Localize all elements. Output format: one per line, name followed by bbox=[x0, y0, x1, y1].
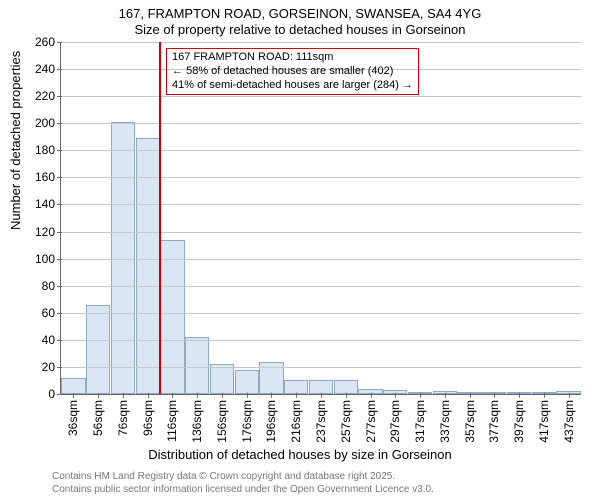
x-tick-label: 297sqm bbox=[388, 394, 402, 443]
y-tick-label: 60 bbox=[42, 306, 61, 320]
gridline bbox=[61, 204, 581, 205]
x-tick-label: 237sqm bbox=[314, 394, 328, 443]
gridline bbox=[61, 232, 581, 233]
histogram-bar bbox=[61, 378, 85, 394]
histogram-bar bbox=[210, 364, 234, 394]
histogram-bar bbox=[235, 370, 259, 394]
footer-line-1: Contains HM Land Registry data © Crown c… bbox=[52, 471, 395, 482]
chart-title-main: 167, FRAMPTON ROAD, GORSEINON, SWANSEA, … bbox=[0, 6, 600, 21]
x-tick-label: 176sqm bbox=[240, 394, 254, 443]
annotation-line: 41% of semi-detached houses are larger (… bbox=[172, 79, 413, 93]
annotation-box: 167 FRAMPTON ROAD: 111sqm← 58% of detach… bbox=[166, 48, 419, 95]
gridline bbox=[61, 286, 581, 287]
histogram-bar bbox=[284, 380, 308, 394]
y-tick-label: 80 bbox=[42, 279, 61, 293]
x-tick-label: 136sqm bbox=[190, 394, 204, 443]
x-tick-label: 417sqm bbox=[537, 394, 551, 443]
x-axis-label: Distribution of detached houses by size … bbox=[0, 447, 600, 462]
chart-title-sub: Size of property relative to detached ho… bbox=[0, 22, 600, 37]
y-tick-label: 260 bbox=[35, 35, 61, 49]
gridline bbox=[61, 177, 581, 178]
histogram-bar bbox=[334, 380, 358, 394]
gridline bbox=[61, 123, 581, 124]
gridline bbox=[61, 96, 581, 97]
x-tick-label: 277sqm bbox=[364, 394, 378, 443]
y-tick-label: 0 bbox=[48, 387, 61, 401]
x-tick-label: 377sqm bbox=[487, 394, 501, 443]
annotation-line: 167 FRAMPTON ROAD: 111sqm bbox=[172, 51, 413, 65]
reference-line bbox=[159, 42, 161, 394]
y-tick-label: 100 bbox=[35, 252, 61, 266]
x-tick-label: 116sqm bbox=[165, 394, 179, 442]
x-tick-label: 56sqm bbox=[91, 394, 105, 436]
histogram-bar bbox=[185, 337, 209, 394]
gridline bbox=[61, 340, 581, 341]
gridline bbox=[61, 150, 581, 151]
footer-line-2: Contains public sector information licen… bbox=[52, 484, 434, 495]
y-tick-label: 40 bbox=[42, 333, 61, 347]
y-tick-label: 120 bbox=[35, 225, 61, 239]
y-tick-label: 220 bbox=[35, 89, 61, 103]
x-tick-label: 216sqm bbox=[289, 394, 303, 443]
y-tick-label: 160 bbox=[35, 170, 61, 184]
histogram-bar bbox=[160, 240, 184, 394]
y-tick-label: 140 bbox=[35, 197, 61, 211]
histogram-bar bbox=[86, 305, 110, 394]
x-tick-label: 437sqm bbox=[562, 394, 576, 443]
x-tick-label: 36sqm bbox=[66, 394, 80, 436]
x-tick-label: 317sqm bbox=[413, 394, 427, 443]
x-tick-label: 76sqm bbox=[116, 394, 130, 436]
gridline bbox=[61, 367, 581, 368]
x-tick-label: 257sqm bbox=[339, 394, 353, 443]
y-tick-label: 180 bbox=[35, 143, 61, 157]
x-tick-label: 337sqm bbox=[438, 394, 452, 443]
histogram-bar bbox=[309, 380, 333, 394]
y-tick-label: 240 bbox=[35, 62, 61, 76]
x-tick-label: 357sqm bbox=[463, 394, 477, 443]
y-tick-label: 20 bbox=[42, 360, 61, 374]
gridline bbox=[61, 313, 581, 314]
x-tick-label: 156sqm bbox=[215, 394, 229, 443]
x-tick-label: 397sqm bbox=[512, 394, 526, 443]
y-tick-label: 200 bbox=[35, 116, 61, 130]
x-tick-label: 96sqm bbox=[141, 394, 155, 436]
chart-container: 167, FRAMPTON ROAD, GORSEINON, SWANSEA, … bbox=[0, 0, 600, 500]
gridline bbox=[61, 259, 581, 260]
y-axis-label: Number of detached properties bbox=[8, 51, 23, 230]
plot-area: 02040608010012014016018020022024026036sq… bbox=[60, 42, 581, 395]
x-tick-label: 196sqm bbox=[264, 394, 278, 443]
gridline bbox=[61, 42, 581, 43]
annotation-line: ← 58% of detached houses are smaller (40… bbox=[172, 65, 413, 79]
